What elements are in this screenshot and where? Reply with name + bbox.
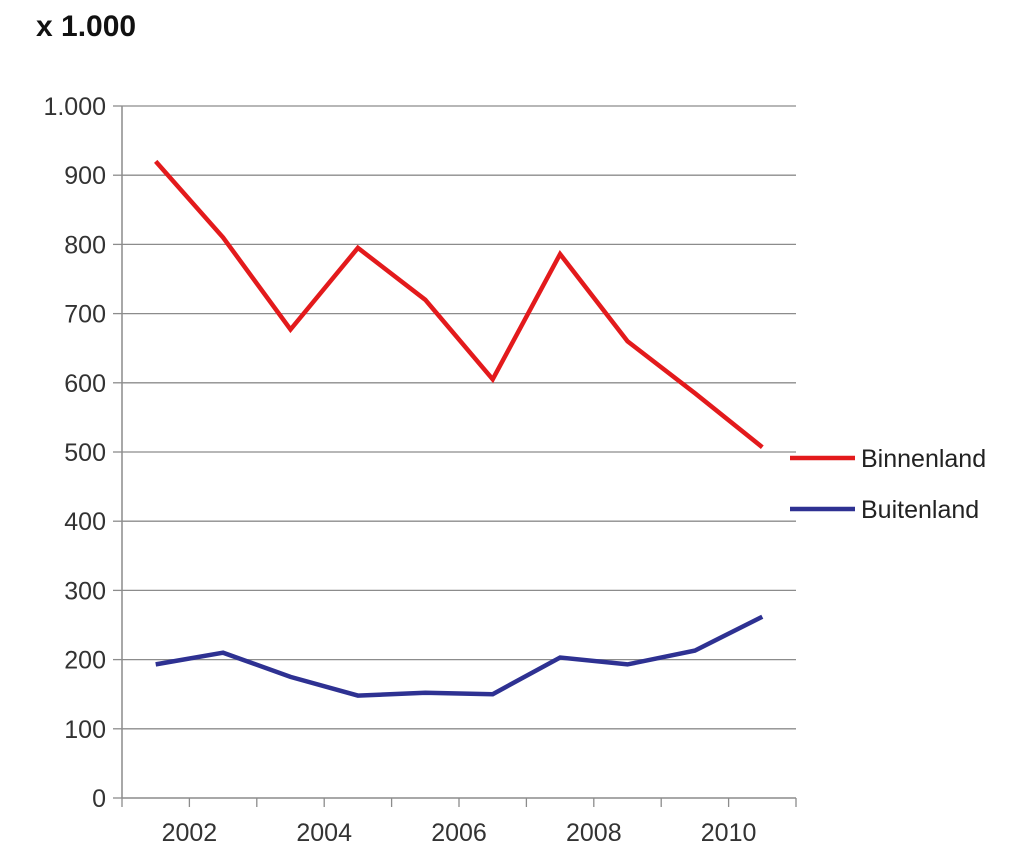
y-tick-label: 700 (64, 301, 106, 329)
x-tick-label: 2004 (296, 819, 352, 847)
x-tick-label: 2002 (162, 819, 218, 847)
y-tick-label: 300 (64, 577, 106, 605)
y-tick-label: 500 (64, 439, 106, 467)
x-axis-ticks: 2002 2004 2006 2008 2010 (121, 798, 797, 847)
legend-label-binnenland: Binnenland (861, 445, 986, 473)
y-tick-label: 1.000 (43, 93, 106, 121)
series-line-buitenland (155, 614, 764, 698)
y-tick-label: 800 (64, 231, 106, 259)
x-tick-label: 2008 (566, 819, 622, 847)
y-tick-label: 0 (92, 785, 106, 813)
legend-label-buitenland: Buitenland (861, 496, 979, 524)
gridlines (122, 105, 796, 730)
y-tick-label: 600 (64, 370, 106, 398)
y-axis-ticks: 0 100 200 300 400 500 600 700 800 900 1.000 (43, 93, 122, 813)
unit-label: x 1.000 (36, 10, 136, 43)
series-line-binnenland (154, 159, 764, 449)
series-lines (154, 159, 764, 698)
y-tick-label: 200 (64, 647, 106, 675)
y-tick-label: 100 (64, 716, 106, 744)
x-tick-label: 2010 (701, 819, 757, 847)
x-tick-label: 2006 (431, 819, 487, 847)
y-tick-label: 900 (64, 162, 106, 190)
legend: Binnenland Buitenland (790, 445, 986, 524)
y-tick-label: 400 (64, 508, 106, 536)
